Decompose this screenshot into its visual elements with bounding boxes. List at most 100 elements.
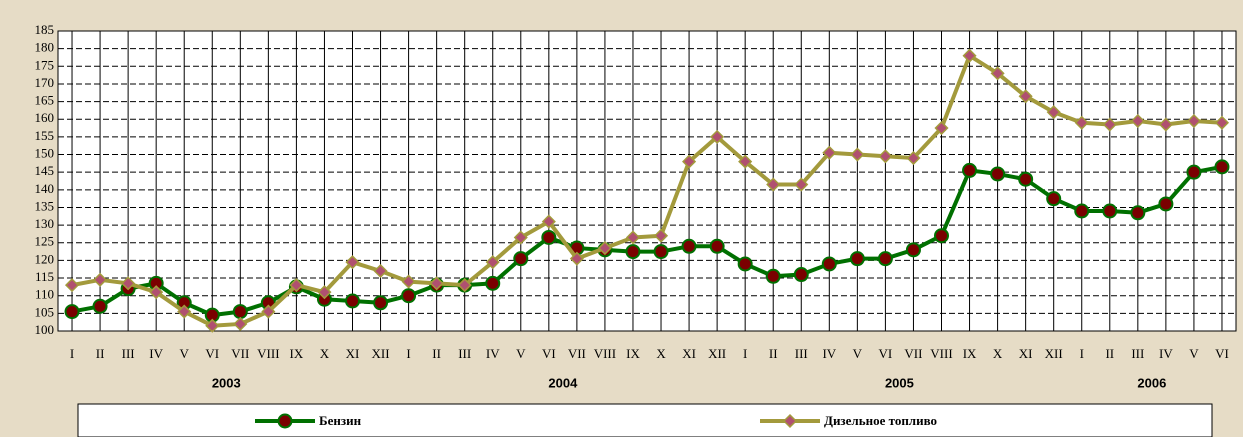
point-marker (317, 285, 332, 300)
point-marker (682, 154, 697, 169)
point-marker (373, 295, 389, 311)
point-marker (345, 255, 360, 270)
point-marker (990, 66, 1005, 81)
y-tick-label: 170 (35, 75, 55, 90)
y-tick-label: 130 (35, 216, 55, 231)
y-tick-label: 160 (35, 110, 55, 125)
point-marker (766, 177, 781, 192)
point-marker (373, 263, 388, 279)
plot-border (57, 30, 1237, 332)
y-tick-label: 125 (35, 234, 55, 249)
x-tick-label: II (96, 346, 105, 361)
x-tick-label: IX (963, 346, 977, 361)
x-tick-label: V (516, 346, 526, 361)
x-tick-label: IX (626, 346, 640, 361)
point-marker (429, 276, 444, 291)
point-marker (569, 251, 584, 266)
x-tick-label: IV (486, 346, 500, 361)
point-marker (905, 242, 921, 258)
point-marker (906, 150, 921, 166)
year-label: 2005 (885, 375, 914, 390)
point-marker (541, 229, 557, 245)
point-marker (653, 244, 669, 260)
legend-box (77, 403, 1213, 437)
y-tick-label: 180 (35, 40, 55, 55)
point-marker (878, 149, 893, 164)
x-tick-label: VI (879, 346, 893, 361)
point-marker (232, 304, 248, 320)
y-tick-label: 155 (35, 128, 55, 143)
point-marker (1186, 164, 1202, 180)
point-marker (822, 145, 837, 160)
x-tick-label: IX (290, 346, 304, 361)
point-marker (64, 278, 80, 293)
point-marker (513, 251, 529, 267)
point-marker (1102, 117, 1117, 132)
point-marker (850, 147, 865, 162)
x-tick-label: XII (1045, 346, 1063, 361)
x-tick-label: VII (231, 346, 249, 361)
point-marker (597, 240, 612, 256)
point-marker (513, 230, 528, 245)
point-marker (793, 267, 809, 283)
x-tick-label: X (993, 346, 1003, 361)
x-tick-label: VII (904, 346, 922, 361)
x-tick-label: I (743, 346, 747, 361)
x-tick-label: IV (822, 346, 836, 361)
x-tick-label: V (853, 346, 863, 361)
point-marker (821, 256, 837, 272)
legend-marker (277, 413, 293, 429)
y-tick-label: 105 (35, 304, 55, 319)
year-label: 2006 (1137, 375, 1166, 390)
x-tick-label: XI (682, 346, 696, 361)
point-marker (205, 318, 220, 333)
point-marker (1074, 203, 1090, 219)
x-tick-label: XII (372, 346, 390, 361)
point-marker (485, 275, 501, 291)
x-tick-label: VI (542, 346, 556, 361)
legend-label: Дизельное топливо (824, 413, 937, 428)
x-tick-label: III (1131, 346, 1144, 361)
point-marker (345, 293, 360, 309)
point-marker (1102, 203, 1118, 219)
point-marker (877, 251, 893, 267)
point-marker (681, 238, 697, 254)
x-tick-label: II (432, 346, 441, 361)
x-tick-label: V (1189, 346, 1199, 361)
x-tick-label: VI (205, 346, 219, 361)
x-tick-label: VIII (930, 346, 952, 361)
x-tick-label: X (656, 346, 666, 361)
x-tick-label: I (406, 346, 410, 361)
x-tick-label: VI (1215, 346, 1229, 361)
point-marker (1046, 191, 1062, 207)
y-tick-label: 120 (35, 251, 55, 266)
y-tick-label: 185 (35, 22, 55, 37)
x-tick-label: IV (1159, 346, 1173, 361)
point-marker (653, 228, 669, 243)
point-marker (1046, 105, 1061, 120)
point-marker (1074, 115, 1089, 130)
x-tick-label: V (180, 346, 190, 361)
year-label: 2003 (212, 375, 241, 390)
y-tick-label: 165 (35, 93, 55, 108)
point-marker (1018, 89, 1033, 104)
y-tick-label: 175 (35, 57, 55, 72)
x-tick-label: VIII (257, 346, 279, 361)
x-tick-label: VII (568, 346, 586, 361)
x-tick-label: XI (346, 346, 360, 361)
point-marker (849, 251, 865, 267)
point-marker (457, 278, 472, 293)
y-tick-label: 100 (35, 322, 55, 337)
x-tick-label: II (1105, 346, 1114, 361)
y-tick-label: 115 (35, 269, 54, 284)
x-tick-label: I (70, 346, 74, 361)
point-marker (625, 244, 641, 260)
point-marker (1214, 159, 1230, 175)
point-marker (1130, 113, 1145, 129)
point-marker (121, 276, 136, 291)
point-marker (710, 129, 725, 144)
point-marker (93, 272, 108, 287)
y-tick-label: 140 (35, 181, 55, 196)
point-marker (92, 298, 108, 314)
